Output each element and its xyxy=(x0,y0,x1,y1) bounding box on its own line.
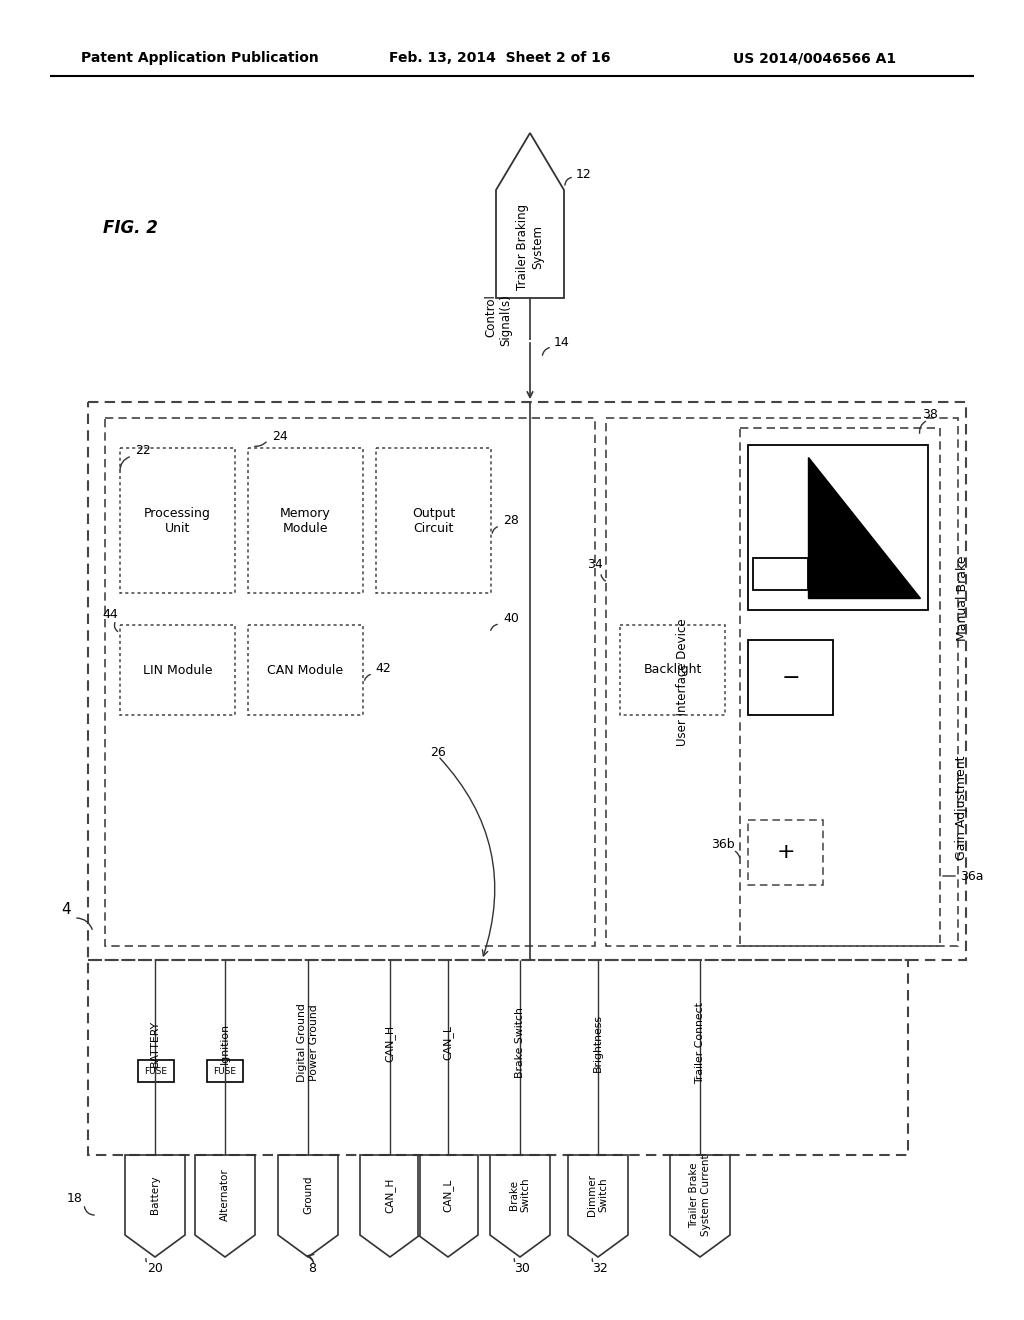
Text: +: + xyxy=(776,842,795,862)
Text: FUSE: FUSE xyxy=(213,1067,237,1076)
Text: Output
Circuit: Output Circuit xyxy=(412,507,455,535)
Text: 12: 12 xyxy=(575,168,592,181)
Text: Digital Ground
Power Ground: Digital Ground Power Ground xyxy=(297,1003,318,1082)
Text: Trailer Connect: Trailer Connect xyxy=(695,1002,705,1084)
Text: Gain Adjustment: Gain Adjustment xyxy=(955,756,969,861)
Bar xyxy=(740,428,940,946)
Text: BATTERY: BATTERY xyxy=(150,1019,160,1067)
Text: Processing
Unit: Processing Unit xyxy=(144,507,211,535)
Text: 36b: 36b xyxy=(712,838,735,851)
Text: 8: 8 xyxy=(308,1262,316,1275)
Bar xyxy=(748,445,928,610)
Bar xyxy=(748,640,833,715)
Bar xyxy=(753,558,808,590)
Text: 36a: 36a xyxy=(961,870,983,883)
Text: 18: 18 xyxy=(67,1192,83,1204)
Bar xyxy=(748,820,823,884)
Text: Backlight: Backlight xyxy=(643,664,701,676)
Bar xyxy=(138,1060,174,1082)
Text: User Interface Device: User Interface Device xyxy=(676,618,688,746)
Text: 34: 34 xyxy=(587,558,603,572)
Text: 32: 32 xyxy=(592,1262,608,1275)
Text: Ground: Ground xyxy=(303,1176,313,1214)
Text: 14: 14 xyxy=(554,335,569,348)
Text: Trailer Braking
System: Trailer Braking System xyxy=(516,203,544,290)
Text: CAN_L: CAN_L xyxy=(442,1026,454,1060)
Bar xyxy=(248,447,362,593)
Text: 26: 26 xyxy=(430,746,445,759)
Text: FIG. 2: FIG. 2 xyxy=(102,219,158,238)
Text: 30: 30 xyxy=(514,1262,530,1275)
Text: Control
Signal(s): Control Signal(s) xyxy=(484,294,512,346)
Bar xyxy=(88,960,908,1155)
Bar xyxy=(606,418,958,946)
Bar xyxy=(120,447,234,593)
Text: 44: 44 xyxy=(102,607,118,620)
Text: 42: 42 xyxy=(375,661,391,675)
Bar xyxy=(88,403,966,960)
Text: CAN_L: CAN_L xyxy=(442,1179,454,1212)
Bar xyxy=(248,624,362,715)
Bar xyxy=(376,447,490,593)
Text: Alternator: Alternator xyxy=(220,1168,230,1221)
Text: 20: 20 xyxy=(147,1262,163,1275)
Text: Feb. 13, 2014  Sheet 2 of 16: Feb. 13, 2014 Sheet 2 of 16 xyxy=(389,51,610,65)
Text: Battery: Battery xyxy=(150,1176,160,1214)
Bar xyxy=(207,1060,243,1082)
Text: 40: 40 xyxy=(503,611,519,624)
Bar xyxy=(105,418,595,946)
Polygon shape xyxy=(808,457,920,598)
Text: Brake
Switch: Brake Switch xyxy=(509,1177,530,1212)
Text: Manual Brake: Manual Brake xyxy=(955,556,969,640)
Text: −: − xyxy=(781,668,800,688)
Text: FUSE: FUSE xyxy=(144,1067,168,1076)
Bar xyxy=(120,624,234,715)
Text: CAN_H: CAN_H xyxy=(385,1024,395,1061)
Text: 22: 22 xyxy=(135,444,151,457)
Text: CAN_H: CAN_H xyxy=(385,1177,395,1213)
Text: Trailer Brake
System Current: Trailer Brake System Current xyxy=(689,1154,711,1236)
Text: Ignition: Ignition xyxy=(220,1023,230,1064)
Text: US 2014/0046566 A1: US 2014/0046566 A1 xyxy=(733,51,897,65)
Text: Brightness: Brightness xyxy=(593,1014,603,1072)
Text: Patent Application Publication: Patent Application Publication xyxy=(81,51,318,65)
Text: LIN Module: LIN Module xyxy=(142,664,212,676)
Text: 4: 4 xyxy=(61,903,71,917)
Text: 24: 24 xyxy=(272,430,288,444)
Text: 28: 28 xyxy=(503,513,519,527)
Text: Brake Switch: Brake Switch xyxy=(515,1007,525,1078)
Text: CAN Module: CAN Module xyxy=(267,664,344,676)
Text: Dimmer
Switch: Dimmer Switch xyxy=(587,1173,609,1216)
Bar xyxy=(620,624,725,715)
Text: Memory
Module: Memory Module xyxy=(281,507,331,535)
Text: 38: 38 xyxy=(922,408,938,421)
